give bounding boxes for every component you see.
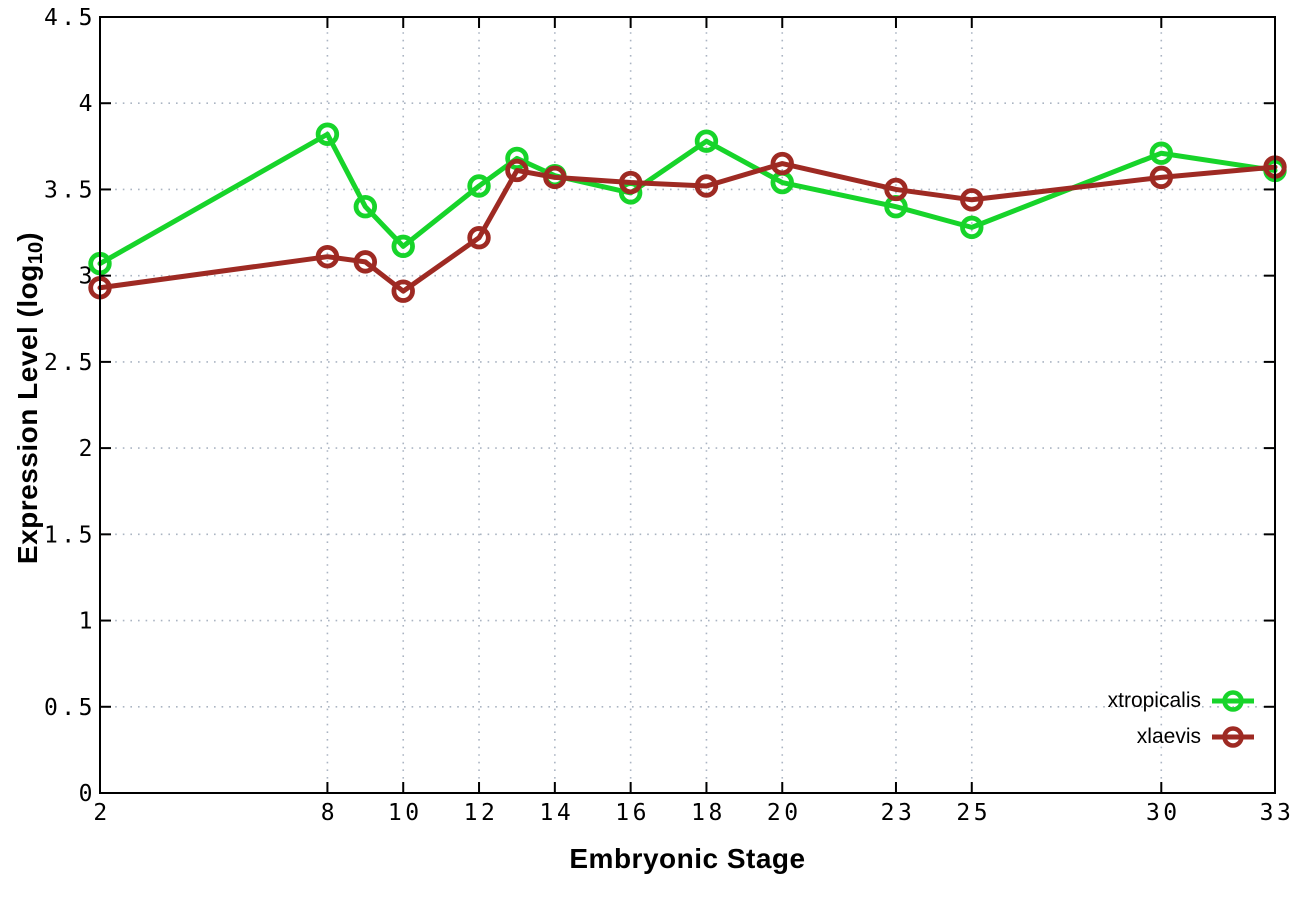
x-tick-label: 18 [691, 800, 726, 826]
data-point-marker [391, 234, 415, 259]
x-tick-label: 8 [321, 800, 338, 826]
data-point-marker [391, 279, 415, 303]
y-tick-label: 1 [79, 609, 96, 635]
data-point-marker [467, 226, 491, 250]
legend-label: xtropicalis [1107, 689, 1201, 712]
y-tick-label: 3 [79, 264, 96, 290]
gridlines [100, 17, 1275, 793]
x-tick-label: 16 [615, 800, 650, 826]
data-point-marker [505, 158, 529, 183]
data-point-marker [315, 244, 340, 269]
legend-marker-icon [1212, 690, 1254, 712]
y-tick-label: 4 [79, 91, 96, 117]
data-point-marker [618, 170, 643, 195]
series-line-xlaevis [97, 161, 1278, 294]
data-point-marker [1149, 141, 1173, 165]
legend-item-xtropicalis: xtropicalis [1108, 683, 1255, 719]
y-tick-label: 2.5 [44, 350, 96, 376]
data-point-marker [960, 215, 984, 240]
data-point-marker [694, 174, 719, 198]
data-point-marker [543, 165, 567, 190]
x-tick-label: 10 [388, 800, 423, 826]
y-tick-label: 0.5 [44, 695, 96, 721]
legend: xtropicalis xlaevis [1108, 683, 1255, 755]
y-axis-title: Expression Level (log10) [12, 98, 48, 698]
data-point-marker [353, 194, 378, 219]
y-axis-title-subscript: 10 [25, 241, 48, 265]
x-tick-label: 33 [1260, 800, 1295, 826]
x-axis-title: Embryonic Stage [569, 843, 806, 874]
y-tick-label: 0 [79, 781, 96, 807]
y-tick-label: 1.5 [44, 522, 96, 548]
legend-marker-icon [1212, 726, 1254, 748]
x-tick-label: 12 [464, 800, 499, 826]
data-point-marker [960, 188, 984, 212]
series-xtropicalis [88, 122, 1287, 276]
y-tick-label: 3.5 [44, 177, 96, 203]
x-tick-label: 23 [881, 800, 916, 826]
series-line-xtropicalis [97, 131, 1278, 267]
legend-label: xlaevis [1136, 725, 1201, 748]
data-point-marker [353, 250, 378, 274]
y-axis-title-text: Expression Level (log [11, 264, 43, 565]
y-tick-label: 2 [79, 436, 96, 462]
x-tick-label: 25 [956, 800, 991, 826]
data-point-marker [1149, 165, 1173, 190]
y-tick-label: 4.5 [44, 5, 96, 31]
data-point-marker [694, 129, 719, 153]
data-point-marker [315, 122, 340, 146]
data-point-marker [505, 146, 529, 171]
data-point-marker [467, 174, 491, 198]
x-tick-label: 30 [1146, 800, 1181, 826]
tick-labels: 2 8 10 12 14 16 18 20 23 25 30 33 0 0.5 1 1.5 2 2.5 3 3.5 4 4… [44, 5, 1295, 826]
x-tick-label: 20 [767, 800, 802, 826]
data-point-marker [884, 177, 908, 202]
x-tick-label: 14 [539, 800, 574, 826]
data-point-marker [770, 151, 794, 176]
plot-border [99, 16, 1276, 794]
y-axis-title-close: ) [11, 231, 43, 242]
legend-item-xlaevis: xlaevis [1137, 719, 1255, 755]
tick-marks [99, 16, 1276, 794]
x-tick-label: 2 [93, 800, 110, 826]
